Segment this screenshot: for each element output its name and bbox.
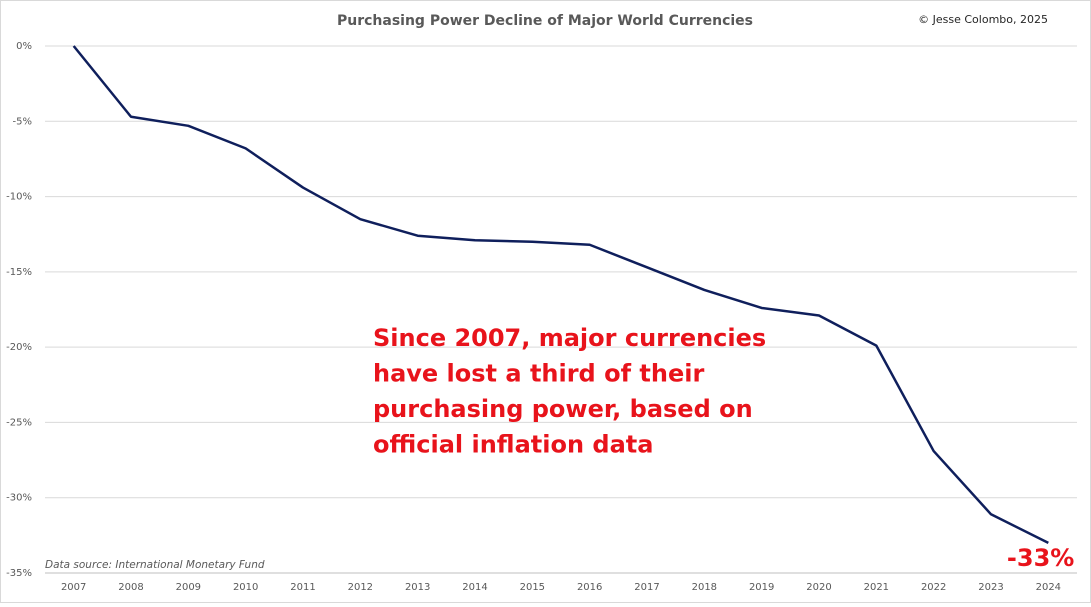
y-tick-label: -35% bbox=[6, 568, 32, 579]
x-tick-label: 2008 bbox=[118, 582, 143, 593]
y-tick-label: -10% bbox=[6, 192, 32, 203]
x-tick-label: 2018 bbox=[692, 582, 717, 593]
y-tick-label: 0% bbox=[16, 41, 32, 52]
x-tick-label: 2011 bbox=[290, 582, 315, 593]
x-tick-label: 2020 bbox=[806, 582, 831, 593]
x-tick-label: 2010 bbox=[233, 582, 258, 593]
y-tick-label: -30% bbox=[6, 493, 32, 504]
x-tick-label: 2012 bbox=[348, 582, 373, 593]
x-tick-label: 2023 bbox=[978, 582, 1003, 593]
x-tick-label: 2021 bbox=[864, 582, 889, 593]
y-tick-label: -20% bbox=[6, 342, 32, 353]
x-tick-label: 2019 bbox=[749, 582, 774, 593]
copyright: © Jesse Colombo, 2025 bbox=[918, 13, 1048, 26]
x-tick-label: 2009 bbox=[176, 582, 201, 593]
x-tick-label: 2017 bbox=[634, 582, 659, 593]
source-note: Data source: International Monetary Fund bbox=[45, 559, 265, 571]
data-label: -33% bbox=[1007, 544, 1074, 572]
x-tick-label: 2015 bbox=[520, 582, 545, 593]
x-tick-label: 2022 bbox=[921, 582, 946, 593]
chart-title: Purchasing Power Decline of Major World … bbox=[337, 13, 753, 29]
x-tick-label: 2014 bbox=[462, 582, 487, 593]
annotation: purchasing power, based on bbox=[373, 395, 753, 423]
x-tick-label: 2013 bbox=[405, 582, 430, 593]
x-tick-label: 2007 bbox=[61, 582, 86, 593]
annotation: have lost a third of their bbox=[373, 360, 704, 388]
annotation: official inflation data bbox=[373, 431, 653, 459]
y-tick-label: -5% bbox=[13, 116, 32, 127]
annotation: Since 2007, major currencies bbox=[373, 324, 766, 352]
line bbox=[72, 45, 1049, 545]
y-tick-label: -25% bbox=[6, 417, 32, 428]
y-tick-label: -15% bbox=[6, 267, 32, 278]
x-tick-label: 2016 bbox=[577, 582, 602, 593]
x-tick-label: 2024 bbox=[1036, 582, 1061, 593]
